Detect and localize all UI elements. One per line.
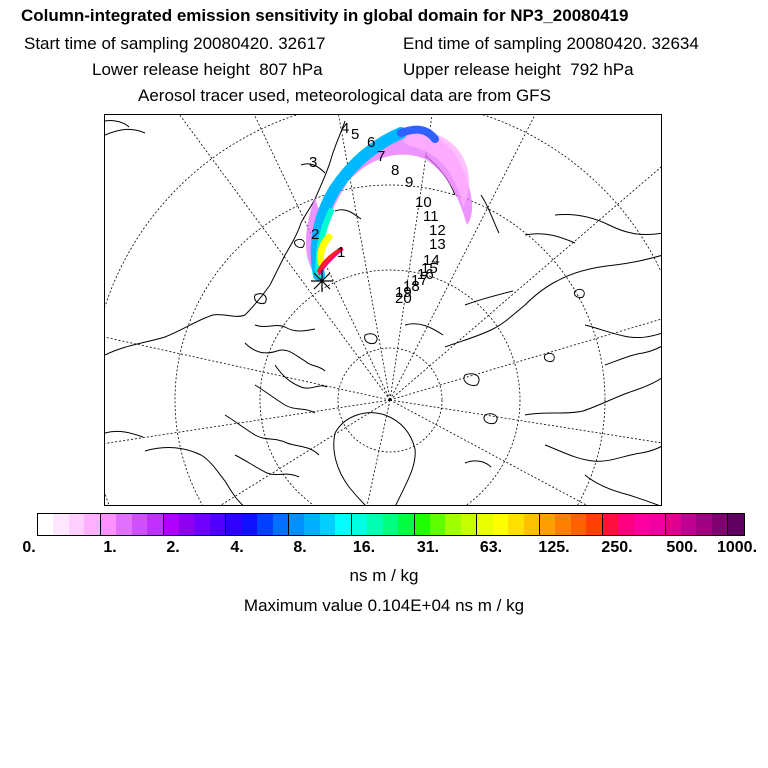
- plot-title: Column-integrated emission sensitivity i…: [21, 6, 629, 25]
- colorbar-tick-label: 2.: [166, 539, 180, 556]
- colorbar-tick-label: 1.: [103, 539, 117, 556]
- end-time: End time of sampling 20080420. 32634: [403, 34, 699, 53]
- colorbar-segment: [429, 514, 446, 535]
- colorbar-segment: [178, 514, 195, 535]
- colorbar-segment: [508, 514, 524, 535]
- trajectory-time-label: 19: [395, 284, 412, 301]
- colorbar-segment: [445, 514, 461, 535]
- colorbar-segment: [618, 514, 634, 535]
- trajectory-time-label: 14: [423, 252, 440, 269]
- colorbar-segment: [398, 514, 415, 535]
- colorbar-tick-label: 0.: [22, 539, 36, 556]
- polar-map: 1 2 3 4 5 6 7 8 9 10 11 12 13 14 15 16 17 18 19 20: [104, 114, 662, 506]
- release-point-marker: [311, 270, 333, 292]
- colorbar-tick-label: 125.: [538, 539, 570, 556]
- maximum-value: Maximum value 0.104E+04 ns m / kg: [243, 596, 525, 615]
- upper-release-height: Upper release height 792 hPa: [403, 60, 634, 79]
- colorbar-segment: [147, 514, 164, 535]
- colorbar-segment: [335, 514, 352, 535]
- colorbar-segment: [665, 514, 681, 535]
- colorbar-segment: [414, 514, 430, 535]
- colorbar-segment: [696, 514, 712, 535]
- trajectory-time-label: 12: [429, 222, 446, 239]
- trajectory-time-label: 4: [341, 120, 349, 137]
- trajectory-time-label: 9: [405, 174, 413, 191]
- colorbar-tick-label: 63.: [479, 539, 503, 556]
- colorbar-tick-label: 250.: [601, 539, 633, 556]
- colorbar-segment: [523, 514, 540, 535]
- colorbar-tick-label: 500.: [666, 539, 698, 556]
- colorbar-segment: [602, 514, 619, 535]
- colorbar-segment: [226, 514, 242, 535]
- trajectory-time-label: 1: [337, 244, 345, 261]
- trajectory-time-label: 16: [417, 266, 434, 283]
- colorbar-segment: [649, 514, 666, 535]
- colorbar-segment: [53, 514, 69, 535]
- colorbar-tick-label: 1000.: [716, 539, 758, 556]
- colorbar-segment: [555, 514, 571, 535]
- colorbar-segment: [680, 514, 697, 535]
- trajectory-time-label: 5: [351, 126, 359, 143]
- colorbar-segment: [304, 514, 320, 535]
- colorbar-segment: [382, 514, 399, 535]
- colorbar-segment: [633, 514, 650, 535]
- trajectory-time-label: 20: [395, 290, 412, 307]
- lower-release-height: Lower release height 807 hPa: [92, 60, 323, 79]
- trajectory-time-label: 7: [377, 148, 385, 165]
- colorbar-segment: [570, 514, 587, 535]
- colorbar-segment: [100, 514, 117, 535]
- colorbar-segment: [477, 514, 493, 535]
- trajectory-time-label: 17: [411, 272, 428, 289]
- trajectory-time-label: 8: [391, 162, 399, 179]
- colorbar-segment: [728, 514, 744, 535]
- colorbar-segment: [116, 514, 132, 535]
- colorbar-tick-label: 16.: [352, 539, 376, 556]
- start-time: Start time of sampling 20080420. 32617: [24, 34, 326, 53]
- trajectory-time-label: 10: [415, 194, 432, 211]
- colorbar-segment: [194, 514, 210, 535]
- colorbar-segment: [163, 514, 179, 535]
- colorbar-segment: [540, 514, 556, 535]
- colorbar-segment: [209, 514, 227, 535]
- colorbar-tick-label: 4.: [230, 539, 244, 556]
- colorbar-segment: [367, 514, 383, 535]
- trajectory-time-label: 2: [311, 226, 319, 243]
- colorbar-segment: [272, 514, 289, 535]
- colorbar-segment: [586, 514, 603, 535]
- trajectory-time-label: 6: [367, 134, 375, 151]
- colorbar-segment: [711, 514, 729, 535]
- trajectory-time-label: 18: [403, 278, 420, 295]
- colorbar-segment: [351, 514, 368, 535]
- colorbar-segment: [492, 514, 509, 535]
- colorbar-segment: [460, 514, 478, 535]
- colorbar-segment: [68, 514, 85, 535]
- trajectory-time-label: 3: [309, 154, 317, 171]
- colorbar-segment: [241, 514, 258, 535]
- emission-plume: [305, 125, 473, 281]
- colorbar-tick-label: 31.: [416, 539, 440, 556]
- colorbar-tick-label: 8.: [293, 539, 307, 556]
- tracer-info: Aerosol tracer used, meteorological data…: [138, 86, 551, 105]
- trajectory-time-label: 13: [429, 236, 446, 253]
- trajectory-time-label: 11: [423, 208, 439, 225]
- graticule: [105, 115, 661, 505]
- colorbar-segment: [38, 514, 54, 535]
- colorbar-segment: [84, 514, 101, 535]
- colorbar: [37, 513, 745, 536]
- colorbar-segment: [131, 514, 148, 535]
- colorbar-segment: [319, 514, 336, 535]
- colorbar-segment: [257, 514, 273, 535]
- trajectory-time-label: 15: [421, 260, 438, 277]
- coastlines: [105, 120, 661, 505]
- colorbar-units: ns m / kg: [349, 566, 419, 585]
- colorbar-segment: [289, 514, 305, 535]
